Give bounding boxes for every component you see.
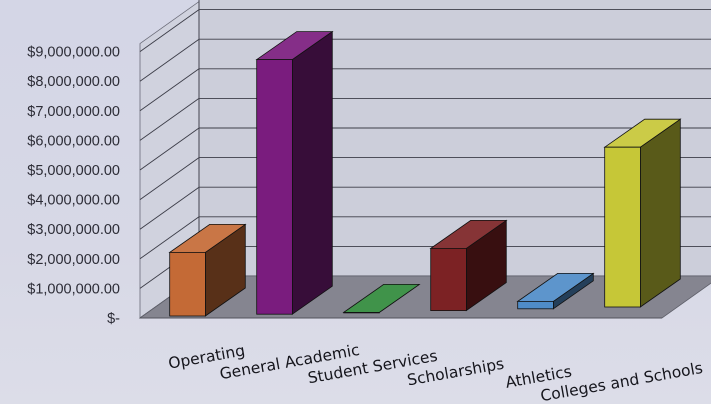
y-tick-label-1: $1,000,000.00 [27,281,120,297]
bar-3 [430,247,467,311]
bar-side-5 [639,118,681,308]
y-tick-label-9: $9,000,000.00 [27,45,120,61]
y-tick-label-0: $- [107,311,120,327]
gridline-side-2 [139,216,200,260]
bar-5 [604,146,641,308]
bar-side-1 [291,30,333,315]
y-tick-label-4: $4,000,000.00 [27,193,120,209]
gridline-side-5 [139,127,200,171]
y-tick-label-2: $2,000,000.00 [27,252,120,268]
gridline-side-6 [139,98,200,141]
y-tick-label-6: $6,000,000.00 [27,133,120,149]
y-tick-label-7: $7,000,000.00 [27,104,120,120]
bars [168,30,682,317]
y-tick-label-3: $3,000,000.00 [27,222,120,238]
y-tick-label-5: $5,000,000.00 [27,163,120,179]
gridline-side-9 [139,9,200,52]
bar-2 [343,311,380,314]
bar-0 [169,251,206,317]
gridline-side-8 [139,38,200,82]
gridline-side-3 [139,186,200,230]
bar-4 [517,300,554,310]
bar-1 [256,59,293,315]
y-tick-label-8: $8,000,000.00 [27,74,120,90]
y-axis-ticks: $- $1,000,000.00 $2,000,000.00 $3,000,000.0… [27,45,120,327]
gridline-side-7 [139,68,200,112]
gridline-side-4 [139,157,200,200]
